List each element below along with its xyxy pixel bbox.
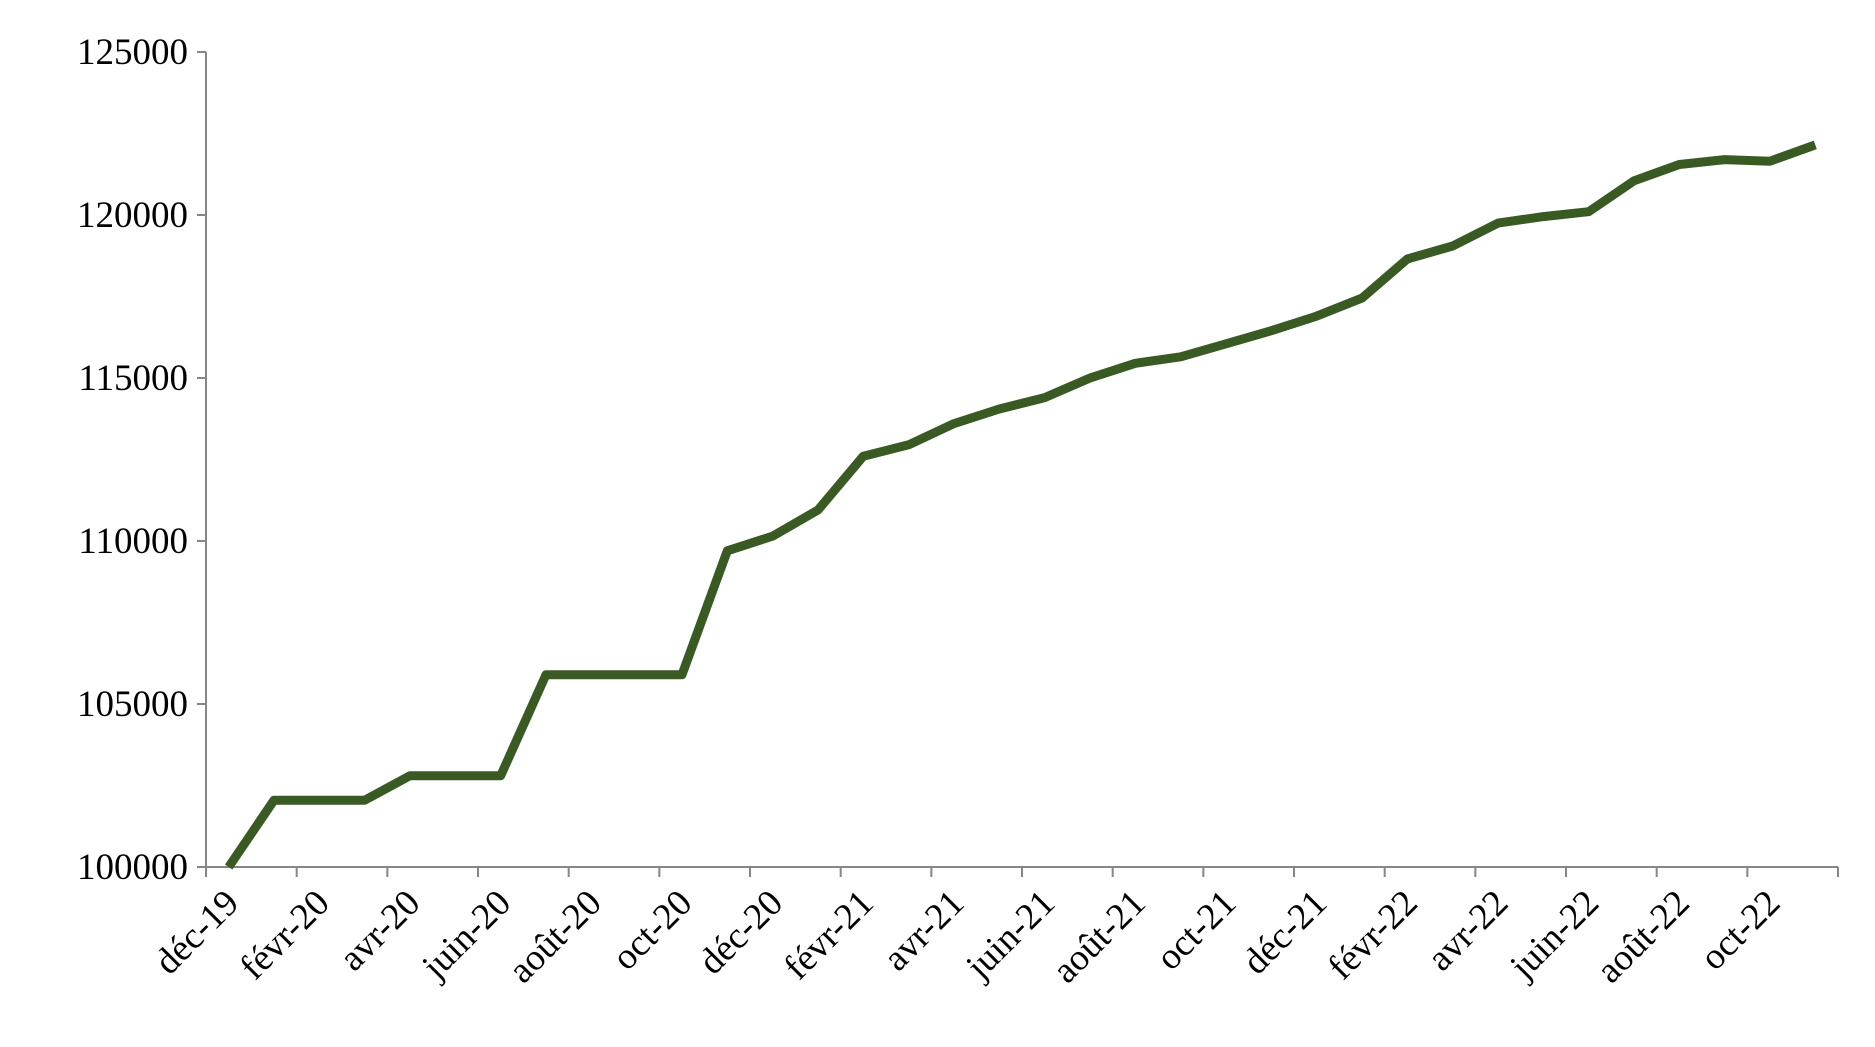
x-tick-label: avr-20 bbox=[332, 882, 429, 979]
x-tick-label: août-21 bbox=[1045, 882, 1154, 991]
x-tick-label: août-20 bbox=[501, 882, 610, 991]
x-tick-label: oct-21 bbox=[1149, 882, 1245, 978]
x-tick-label: oct-22 bbox=[1693, 882, 1789, 978]
x-tick-label: avr-21 bbox=[876, 882, 973, 979]
x-tick-label: juin-21 bbox=[957, 882, 1063, 988]
y-tick-label: 115000 bbox=[78, 358, 188, 399]
x-tick-label: juin-22 bbox=[1501, 882, 1607, 988]
x-tick-label: déc-21 bbox=[1235, 882, 1335, 982]
y-tick-label: 110000 bbox=[78, 521, 188, 562]
y-tick-label: 125000 bbox=[77, 32, 188, 73]
x-tick-label: oct-20 bbox=[605, 882, 701, 978]
x-tick-label: févr-21 bbox=[776, 882, 881, 987]
x-tick-label: déc-20 bbox=[691, 882, 791, 982]
x-tick-label: août-22 bbox=[1589, 882, 1698, 991]
y-tick-label: 120000 bbox=[77, 195, 188, 236]
x-tick-label: juin-20 bbox=[413, 882, 519, 988]
line-series bbox=[224, 140, 1817, 870]
x-tick-label: févr-20 bbox=[232, 882, 337, 987]
y-tick-label: 105000 bbox=[77, 684, 188, 725]
x-tick-label: déc-19 bbox=[147, 882, 247, 982]
x-tick-label: avr-22 bbox=[1420, 882, 1517, 979]
x-tick-label: févr-22 bbox=[1320, 882, 1425, 987]
y-tick-label: 100000 bbox=[77, 847, 188, 888]
